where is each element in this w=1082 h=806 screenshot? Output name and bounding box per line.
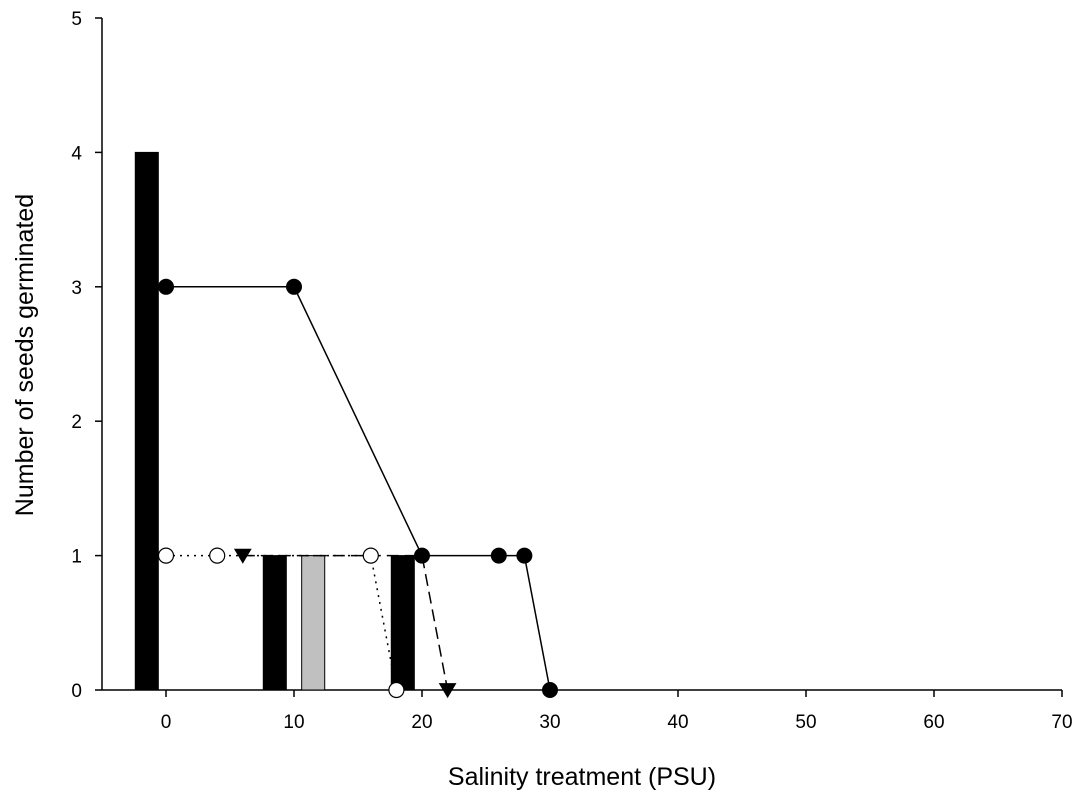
series-0-point-0 bbox=[158, 278, 174, 295]
series-lines-layer bbox=[166, 286, 551, 691]
series-2-point-2 bbox=[438, 683, 457, 699]
y-tick-label-5: 5 bbox=[71, 9, 82, 30]
series-1-point-1 bbox=[209, 547, 226, 564]
y-tick-label-3: 3 bbox=[71, 278, 82, 299]
x-axis-title: Salinity treatment (PSU) bbox=[448, 763, 716, 791]
x-tick-label-10: 10 bbox=[283, 712, 304, 733]
series-1-point-0 bbox=[157, 547, 175, 564]
series-1-point-2 bbox=[362, 547, 379, 564]
bars-layer bbox=[134, 151, 415, 691]
series-0-point-1 bbox=[286, 278, 302, 295]
series-0-point-2 bbox=[414, 547, 430, 564]
series-1-line bbox=[166, 554, 398, 691]
x-tick-label-40: 40 bbox=[667, 712, 688, 733]
x-tick-label-30: 30 bbox=[539, 712, 560, 733]
x-tick-label-50: 50 bbox=[795, 712, 816, 733]
y-tick-label-0: 0 bbox=[71, 681, 82, 702]
series-2-line bbox=[242, 554, 449, 691]
x-tick-label-70: 70 bbox=[1051, 712, 1072, 733]
y-tick-label-2: 2 bbox=[71, 412, 82, 433]
bar-3 bbox=[390, 555, 415, 691]
series-2-point-0 bbox=[233, 548, 252, 564]
bar-1 bbox=[262, 555, 287, 691]
y-tick-label-1: 1 bbox=[71, 547, 82, 568]
x-ticks: 0 10 20 30 40 50 60 70 bbox=[161, 690, 1073, 733]
bar-2 bbox=[301, 555, 326, 691]
x-tick-label-60: 60 bbox=[923, 712, 944, 733]
series-1-point-3 bbox=[388, 681, 405, 699]
bar-0 bbox=[134, 151, 159, 691]
series-0-line bbox=[166, 286, 551, 691]
x-tick-label-0: 0 bbox=[161, 712, 172, 733]
y-tick-label-4: 4 bbox=[71, 143, 82, 164]
x-tick-label-20: 20 bbox=[411, 712, 432, 733]
y-ticks: 0 1 2 3 4 5 bbox=[71, 9, 102, 702]
series-0-point-3 bbox=[490, 547, 507, 564]
y-axis-title: Number of seeds germinated bbox=[11, 194, 39, 516]
plot-area: 0 10 20 30 40 50 60 70 0 1 2 3 4 5 bbox=[71, 9, 1072, 733]
series-markers-layer bbox=[157, 278, 558, 699]
series-0-point-4 bbox=[516, 547, 533, 564]
